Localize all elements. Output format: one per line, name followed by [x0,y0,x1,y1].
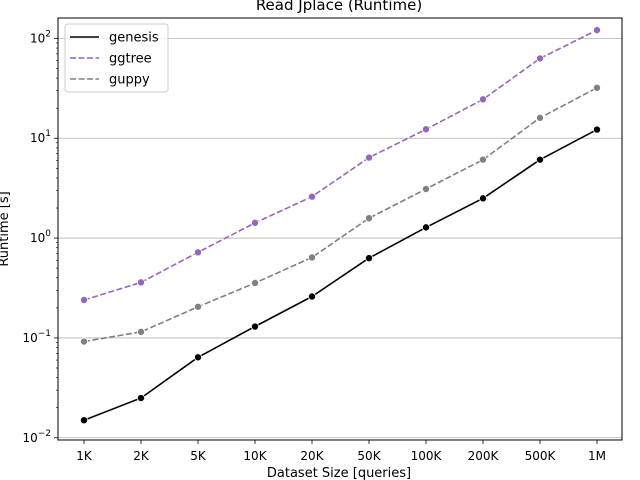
x-tick-label: 500K [525,449,557,463]
y-tick-exponent: −2 [38,429,51,439]
point-ggtree [250,218,259,227]
point-genesis [307,292,316,301]
point-guppy [307,253,316,262]
point-genesis [250,322,259,331]
point-genesis [193,353,202,362]
y-tick-label: 102 [30,29,51,45]
point-genesis [364,254,373,263]
point-guppy [364,214,373,223]
x-tick-label: 5K [190,449,207,463]
y-tick-label: 10−1 [22,329,51,345]
point-guppy [80,337,89,346]
y-tick-label: 100 [30,229,51,245]
x-tick-label: 200K [468,449,500,463]
legend: genesis ggtree guppy [64,23,169,93]
point-guppy [593,83,602,92]
point-ggtree [421,125,430,134]
point-guppy [250,278,259,287]
plot-area-frame [57,17,623,441]
x-tick-label: 100K [411,449,443,463]
point-ggtree [364,153,373,162]
series-lines [80,26,602,425]
y-tick-exponent: 2 [45,29,51,39]
legend-label-guppy: guppy [109,73,150,88]
y-tick-exponent: 1 [45,129,51,139]
x-tick-label: 10K [243,449,267,463]
series-line-guppy [83,87,598,343]
point-genesis [80,416,89,425]
x-axis-ticks: 1K 2K 5K 10K 20K 50K 100K 200K 500K 1M [76,440,606,463]
series-line-ggtree [83,29,598,301]
point-genesis [136,394,145,403]
point-genesis [536,155,545,164]
point-ggtree [593,26,602,35]
chart-title: Read Jplace (Runtime) [256,0,422,14]
legend-label-genesis: genesis [109,31,159,46]
point-guppy [478,155,487,164]
point-ggtree [536,54,545,63]
y-tick-label: 10−2 [22,429,51,445]
point-guppy [193,302,202,311]
point-genesis [421,223,430,232]
point-guppy [136,327,145,336]
legend-box [64,23,169,93]
x-tick-label: 1M [588,449,606,463]
legend-label-ggtree: ggtree [109,52,152,67]
point-genesis [593,125,602,134]
point-ggtree [136,278,145,287]
x-axis-label: Dataset Size [queries] [267,466,411,480]
point-ggtree [193,248,202,257]
grid-lines [58,37,622,439]
point-genesis [478,194,487,203]
series-line-genesis [83,128,598,421]
point-ggtree [478,95,487,104]
point-ggtree [307,192,316,201]
x-tick-label: 20K [300,449,324,463]
point-ggtree [80,295,89,304]
y-tick-exponent: −1 [38,329,51,339]
point-guppy [421,185,430,194]
x-tick-label: 1K [76,449,93,463]
y-tick-exponent: 0 [45,229,51,239]
point-guppy [536,113,545,122]
x-tick-label: 2K [133,449,150,463]
y-axis-label: Runtime [s] [0,191,12,266]
x-tick-label: 50K [357,449,381,463]
y-tick-label: 101 [30,129,51,145]
